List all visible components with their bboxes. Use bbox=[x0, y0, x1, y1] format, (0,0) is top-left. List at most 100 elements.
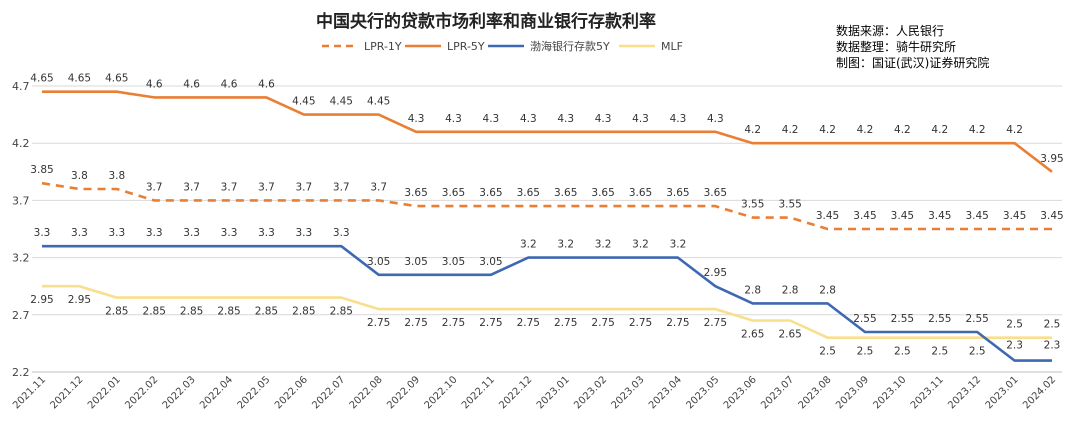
x-tick-label: 2022.12 bbox=[497, 374, 534, 411]
data-label: 3.65 bbox=[554, 187, 577, 199]
data-label: 3.65 bbox=[479, 187, 502, 199]
series-line-2 bbox=[42, 244, 1052, 362]
x-tick-label: 2022.07 bbox=[310, 374, 347, 411]
data-label: 3.2 bbox=[632, 239, 649, 251]
data-label: 3.7 bbox=[221, 181, 238, 193]
data-label: 2.85 bbox=[255, 306, 278, 318]
data-label: 3.55 bbox=[741, 199, 764, 211]
legend-item-mlf: MLF bbox=[619, 40, 683, 53]
x-tick-label: 2023.08 bbox=[797, 374, 834, 411]
data-label: 4.2 bbox=[931, 124, 948, 136]
legend-label-mlf: MLF bbox=[661, 40, 683, 53]
data-label: 2.55 bbox=[965, 313, 988, 325]
data-label: 4.3 bbox=[595, 113, 612, 125]
legend-item-bohai-deposit-5y: 渤海银行存款5Y bbox=[488, 39, 610, 53]
data-label: 3.2 bbox=[670, 239, 687, 251]
data-label: 3.65 bbox=[442, 187, 465, 199]
x-tick-label: 2022.09 bbox=[385, 374, 422, 411]
data-label: 2.8 bbox=[819, 284, 836, 296]
data-label: 4.3 bbox=[520, 113, 537, 125]
y-tick-label: 2.7 bbox=[12, 309, 30, 322]
data-label: 3.3 bbox=[333, 227, 350, 239]
data-label: 2.5 bbox=[894, 346, 911, 358]
data-label: 4.65 bbox=[30, 73, 53, 85]
y-tick-label: 2.2 bbox=[12, 366, 30, 379]
chart-title: 中国央行的贷款市场利率和商业银行存款利率 bbox=[316, 11, 656, 32]
data-label: 4.65 bbox=[105, 73, 128, 85]
data-label: 3.65 bbox=[666, 187, 689, 199]
data-label: 4.6 bbox=[258, 78, 275, 90]
data-label: 4.6 bbox=[221, 78, 238, 90]
data-label: 4.2 bbox=[894, 124, 911, 136]
series-line-0 bbox=[41, 181, 1052, 231]
data-label: 3.45 bbox=[853, 210, 876, 222]
data-label: 2.5 bbox=[1044, 319, 1061, 331]
data-label: 2.85 bbox=[180, 306, 203, 318]
x-tick-label: 2023.02 bbox=[572, 374, 609, 411]
data-label: 3.8 bbox=[71, 170, 88, 182]
x-tick-label: 2023.07 bbox=[759, 374, 796, 411]
x-tick-label: 2023.01 bbox=[984, 374, 1021, 411]
y-tick-label: 4.7 bbox=[12, 80, 30, 93]
x-tick-label: 2023.11 bbox=[909, 374, 946, 411]
x-tick-label: 2023.04 bbox=[647, 374, 684, 411]
data-label: 2.5 bbox=[1006, 319, 1023, 331]
data-label: 3.45 bbox=[965, 210, 988, 222]
data-label: 4.2 bbox=[782, 124, 799, 136]
data-label: 3.3 bbox=[183, 227, 200, 239]
data-label: 4.3 bbox=[632, 113, 649, 125]
x-tick-label: 2023.03 bbox=[610, 374, 647, 411]
data-label: 2.75 bbox=[629, 317, 652, 329]
x-axis-ticks: 2021.11 2021.12 2022.01 2022.02 2022.03 2022.… bbox=[11, 374, 1058, 411]
data-label: 2.75 bbox=[591, 317, 614, 329]
data-label: 2.65 bbox=[778, 329, 801, 341]
x-tick-label: 2023.12 bbox=[946, 374, 983, 411]
x-tick-label: 2022.08 bbox=[348, 374, 385, 411]
x-tick-label: 2022.05 bbox=[236, 374, 273, 411]
data-label: 3.85 bbox=[30, 164, 53, 176]
data-label: 3.45 bbox=[1003, 210, 1026, 222]
data-label: 2.85 bbox=[105, 306, 128, 318]
data-label: 4.2 bbox=[1006, 124, 1023, 136]
x-tick-label: 2021.12 bbox=[49, 374, 86, 411]
x-tick-label: 2022.10 bbox=[423, 374, 460, 411]
data-label: 4.3 bbox=[670, 113, 687, 125]
data-label: 3.65 bbox=[591, 187, 614, 199]
x-tick-label: 2023.05 bbox=[684, 374, 721, 411]
data-label: 2.5 bbox=[969, 346, 986, 358]
data-label: 3.3 bbox=[71, 227, 88, 239]
data-label: 4.65 bbox=[68, 73, 91, 85]
grid bbox=[32, 85, 1062, 373]
data-label: 3.3 bbox=[258, 227, 275, 239]
x-tick-label: 2022.11 bbox=[460, 374, 497, 411]
data-label: 2.75 bbox=[442, 317, 465, 329]
data-label: 2.85 bbox=[143, 306, 166, 318]
data-label: 3.7 bbox=[296, 181, 313, 193]
legend: LPR-1Y LPR-5Y 渤海银行存款5Y MLF bbox=[322, 39, 683, 53]
data-label: 4.2 bbox=[969, 124, 986, 136]
data-label: 2.85 bbox=[217, 306, 240, 318]
legend-label-lpr-5y: LPR-5Y bbox=[447, 40, 485, 53]
data-label: 3.2 bbox=[595, 239, 612, 251]
data-label: 3.7 bbox=[146, 181, 163, 193]
data-label: 4.3 bbox=[557, 113, 574, 125]
data-label: 3.55 bbox=[778, 199, 801, 211]
x-tick-label: 2022.01 bbox=[86, 374, 123, 411]
series-line-1 bbox=[42, 90, 1053, 173]
x-tick-label: 2023.06 bbox=[722, 374, 759, 411]
data-label: 3.45 bbox=[1040, 210, 1063, 222]
data-label: 3.65 bbox=[404, 187, 427, 199]
y-axis-ticks: 4.7 4.2 3.7 3.2 2.7 2.2 bbox=[12, 80, 30, 379]
data-label: 3.3 bbox=[146, 227, 163, 239]
legend-label-lpr-1y: LPR-1Y bbox=[364, 40, 402, 53]
x-tick-label: 2022.04 bbox=[198, 374, 235, 411]
data-label: 2.95 bbox=[68, 294, 91, 306]
x-tick-label: 2022.03 bbox=[161, 374, 198, 411]
data-labels: 3.85 3.8 3.8 3.7 3.7 3.7 3.7 3.7 3.7 3.7 3.65 3.65 3… bbox=[30, 73, 1063, 358]
data-label: 2.65 bbox=[741, 329, 764, 341]
data-label: 4.45 bbox=[292, 96, 315, 108]
data-label: 2.3 bbox=[1006, 340, 1023, 352]
data-label: 3.45 bbox=[891, 210, 914, 222]
data-label: 3.05 bbox=[367, 256, 390, 268]
